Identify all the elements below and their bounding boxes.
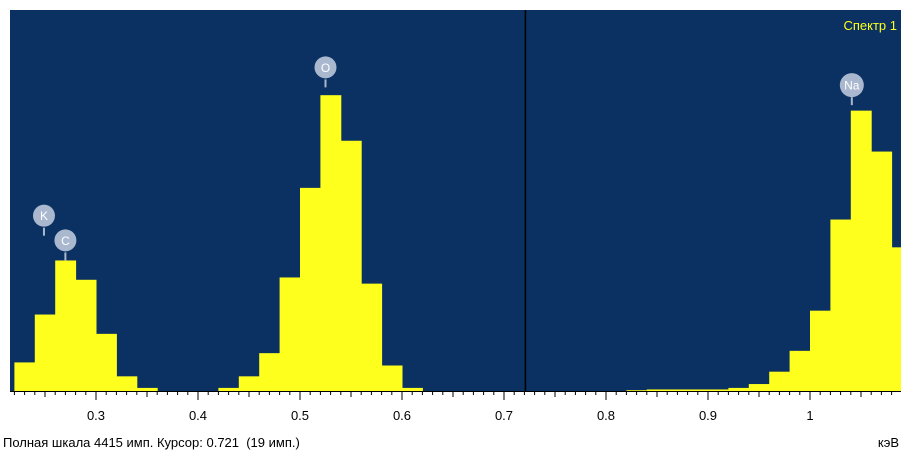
marker-circle [54,229,77,252]
x-tick-label: 0.3 [87,408,105,423]
spectrum-title: Спектр 1 [843,18,897,33]
x-tick-label: 0.6 [393,408,411,423]
spectrum-bars [14,95,901,392]
spectrum-bar [891,247,901,391]
spectrum-bar [14,362,36,391]
marker-label: Na [844,79,860,93]
peak-marker-na[interactable]: Na [839,73,864,106]
spectrum-bar [687,389,709,391]
spectrum-bar [259,353,281,391]
spectrum-bar [340,140,362,391]
x-axis: 0.3 0.4 0.5 0.6 0.7 0.8 0.9 1 [10,391,901,423]
spectrum-bar [55,260,77,391]
spectrum-bar [116,376,138,391]
spectrum-bar [728,387,750,391]
spectrum-bar [769,371,791,391]
marker-label: O [321,61,330,75]
marker-circle [839,73,864,98]
spectrum-bar [626,390,648,392]
spectrum-bar [402,387,423,391]
spectrum-bar [748,384,770,391]
x-tick-label: 1 [806,408,813,423]
spectrum-bar [830,219,852,391]
plot-area[interactable] [10,10,901,391]
spectrum-bar [136,387,158,391]
spectrum-bar [871,151,893,391]
marker-circle [314,56,337,79]
spectrum-bar [850,110,872,392]
spectrum-bar [381,365,403,391]
spectrum-bar [361,283,383,391]
spectrum-bar [75,279,97,391]
spectrum-bar [667,389,689,391]
spectrum-bar [708,389,729,391]
spectrum-bar [238,376,260,391]
x-tick-label: 0.8 [597,408,615,423]
spectrum-bar [218,387,240,391]
x-tick-label: 0.9 [699,408,717,423]
spectrum-bar [320,95,342,391]
spectrum-bar [810,310,831,391]
spectrum-bar [300,187,321,391]
unit-label: кэВ [877,435,899,450]
spectrum-bar [789,350,811,391]
marker-circle [32,204,55,227]
peak-markers: KC O Na [32,56,864,261]
x-tick-label: 0.4 [189,408,207,423]
x-tick-label: 0.5 [291,408,309,423]
x-tick-label: 0.7 [495,408,513,423]
spectrum-bar [34,314,56,391]
spectrum-bar [279,277,301,391]
status-bar-text: Полная шкала 4415 имп. Курсор: 0.721 (19… [3,435,300,450]
peak-marker-k[interactable]: K [32,204,55,236]
peak-marker-c[interactable]: C [54,229,77,261]
marker-label: K [40,209,48,223]
peak-marker-o[interactable]: O [314,56,337,88]
spectrum-bar [96,333,117,391]
spectrum-bar [646,389,668,391]
marker-label: C [61,234,70,248]
